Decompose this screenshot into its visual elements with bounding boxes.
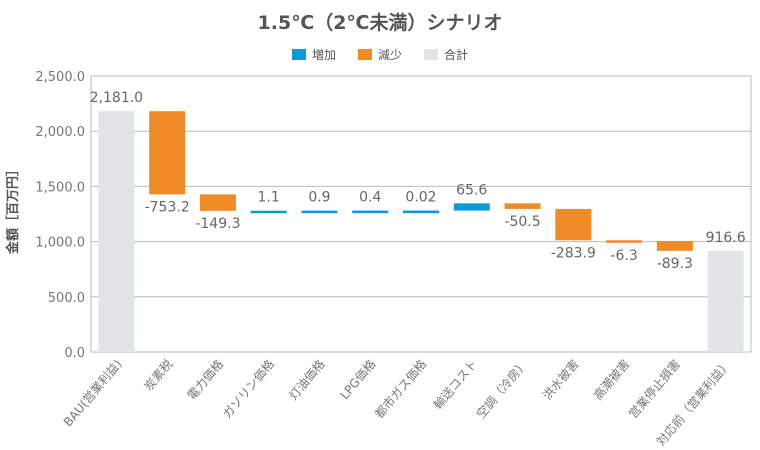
legend-swatch-decrease xyxy=(357,49,372,60)
data-label: -283.9 xyxy=(551,245,596,261)
x-tick-label: 営業停止損害 xyxy=(625,356,683,421)
bar-6 xyxy=(403,210,439,214)
bar-4 xyxy=(301,210,338,214)
legend: 増加 減少 合計 xyxy=(0,46,760,63)
data-label: -753.2 xyxy=(145,199,190,215)
legend-label: 増加 xyxy=(311,48,336,62)
data-label: 0.4 xyxy=(359,190,381,206)
bar-5 xyxy=(352,210,389,214)
x-tick-label: BAU(営業利益) xyxy=(61,357,125,429)
data-label: -50.5 xyxy=(504,214,540,230)
legend-item-decrease: 減少 xyxy=(357,46,402,63)
bar-9 xyxy=(555,208,592,241)
bar-0 xyxy=(98,111,135,353)
x-tick-label: ガソリン価格 xyxy=(219,356,277,421)
bar-8 xyxy=(504,203,541,209)
data-label: -6.3 xyxy=(610,248,637,264)
data-label: 0.02 xyxy=(405,190,436,206)
x-tick-label: 灯油価格 xyxy=(285,356,327,402)
legend-item-increase: 増加 xyxy=(291,46,336,63)
x-tick-label: 高潮被害 xyxy=(590,356,632,402)
y-tick-label: 2,000.0 xyxy=(35,125,85,140)
data-label: -149.3 xyxy=(195,216,240,232)
legend-label: 減少 xyxy=(377,48,402,62)
bar-12 xyxy=(707,250,744,352)
x-tick-label: 輸送コスト xyxy=(430,356,480,412)
legend-swatch-total xyxy=(424,49,438,60)
x-tick-label: 空調（冷房） xyxy=(473,356,531,421)
chart-title: 1.5℃（2℃未満）シナリオ xyxy=(257,12,503,34)
data-label: 0.9 xyxy=(308,190,330,206)
bar-10 xyxy=(606,240,643,243)
bar-1 xyxy=(149,111,186,195)
legend-label: 合計 xyxy=(444,48,469,62)
x-tick-label: LPG価格 xyxy=(337,356,379,402)
y-tick-label: 500.0 xyxy=(48,291,85,306)
bar-7 xyxy=(453,203,490,211)
y-tick-label: 1,000.0 xyxy=(35,236,85,251)
x-tick-label: 炭素税 xyxy=(142,357,176,394)
data-label: 2,181.0 xyxy=(90,90,143,106)
legend-item-total: 合計 xyxy=(424,46,468,63)
bar-11 xyxy=(656,240,693,251)
y-tick-label: 0.0 xyxy=(64,346,85,361)
data-label: -89.3 xyxy=(657,256,693,272)
legend-swatch-increase xyxy=(291,49,306,60)
y-tick-label: 2,500.0 xyxy=(35,70,85,85)
x-tick-label: 都市ガス価格 xyxy=(372,356,430,421)
data-label: 916.6 xyxy=(706,230,746,246)
bar-2 xyxy=(199,194,236,211)
x-tick-label: 電力価格 xyxy=(184,356,226,402)
x-tick-label: 洪水被害 xyxy=(539,356,581,402)
data-label: 1.1 xyxy=(258,190,280,206)
bar-3 xyxy=(250,210,287,214)
y-tick-label: 1,500.0 xyxy=(35,180,85,195)
data-label: 65.6 xyxy=(456,182,487,198)
